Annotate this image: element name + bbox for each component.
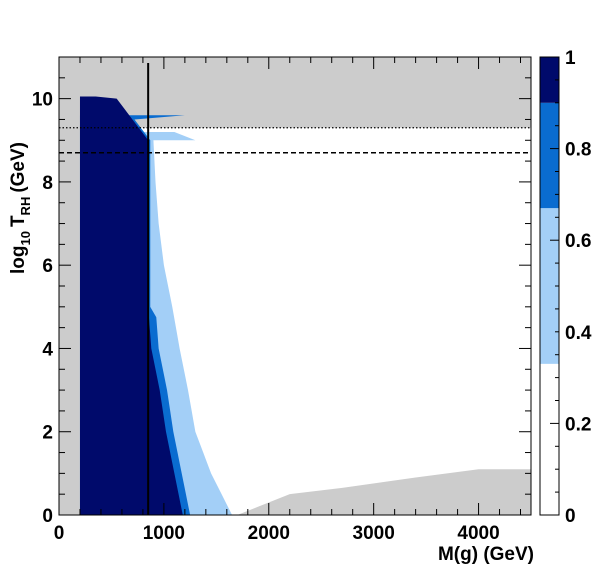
x-axis-title: M(g) (GeV) <box>438 544 534 565</box>
x-tick-label: 4000 <box>457 523 499 544</box>
annotation-lines <box>59 63 531 515</box>
y-axis-title-sub10: 10 <box>18 231 33 245</box>
plot-area <box>59 57 531 516</box>
x-tick-label: 0 <box>54 523 65 544</box>
x-tick-label: 3000 <box>353 523 395 544</box>
colorbar-tick-label: 0.8 <box>565 140 591 161</box>
colorbar-level <box>540 102 559 209</box>
colorbar-tick-label: 0.4 <box>565 323 592 344</box>
x-axis: 0 1000 2000 3000 4000 <box>54 57 522 544</box>
colorbar-level <box>540 57 559 103</box>
y-axis-title-unit: (GeV) <box>8 142 29 193</box>
y-axis: 0 2 4 6 8 10 <box>32 56 531 527</box>
y-axis-title: log10 TRH (GeV) <box>8 142 33 274</box>
y-tick-label: 6 <box>42 256 53 277</box>
x-tick-label: 1000 <box>143 523 185 544</box>
y-tick-label: 8 <box>42 173 53 194</box>
colorbar-level <box>540 208 559 364</box>
colorbar-tick-label: 0.2 <box>565 414 591 435</box>
y-tick-label: 4 <box>42 339 53 360</box>
y-axis-title-log: log <box>8 246 29 275</box>
y-axis-title-subRH: RH <box>18 197 33 216</box>
x-tick-label: 2000 <box>248 523 290 544</box>
y-tick-label: 2 <box>42 423 53 444</box>
colorbar: 0 0.2 0.4 0.6 0.8 1 <box>539 48 592 527</box>
colorbar-tick-label: 1 <box>565 48 576 69</box>
y-tick-label: 10 <box>32 90 53 111</box>
y-tick-label: 0 <box>42 506 53 527</box>
colorbar-level <box>540 363 559 515</box>
colorbar-tick-label: 0.6 <box>565 231 591 252</box>
full-level-region <box>79 96 183 516</box>
y-axis-title-T: T <box>8 215 29 227</box>
colorbar-tick-label: 0 <box>565 506 576 527</box>
